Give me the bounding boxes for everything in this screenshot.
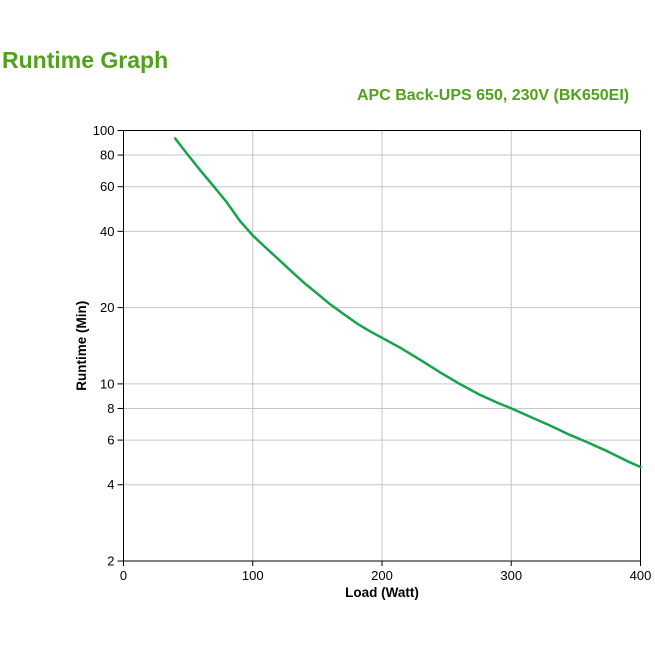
x-tick-label: 200 <box>371 568 393 583</box>
y-tick-label: 6 <box>107 433 114 448</box>
y-axis-label: Runtime (Min) <box>74 301 89 391</box>
x-tick-label: 0 <box>120 568 127 583</box>
runtime-curve <box>173 137 642 469</box>
y-tick-label: 60 <box>100 179 114 194</box>
page-title: Runtime Graph <box>2 47 169 73</box>
y-tick-label: 2 <box>107 554 114 569</box>
y-tick-label: 10 <box>100 376 114 391</box>
x-tick-label: 100 <box>242 568 264 583</box>
x-axis-label: Load (Watt) <box>345 585 419 600</box>
y-tick-label: 20 <box>100 300 114 315</box>
y-tick-label: 40 <box>100 224 114 239</box>
y-tick-label: 4 <box>107 477 114 492</box>
x-tick-label: 400 <box>630 568 652 583</box>
y-tick-label: 80 <box>100 148 114 163</box>
x-tick-label: 300 <box>500 568 522 583</box>
y-tick-label: 8 <box>107 401 114 416</box>
chart-title: APC Back-UPS 650, 230V (BK650EI) <box>357 87 630 104</box>
y-tick-label: 100 <box>93 123 115 138</box>
